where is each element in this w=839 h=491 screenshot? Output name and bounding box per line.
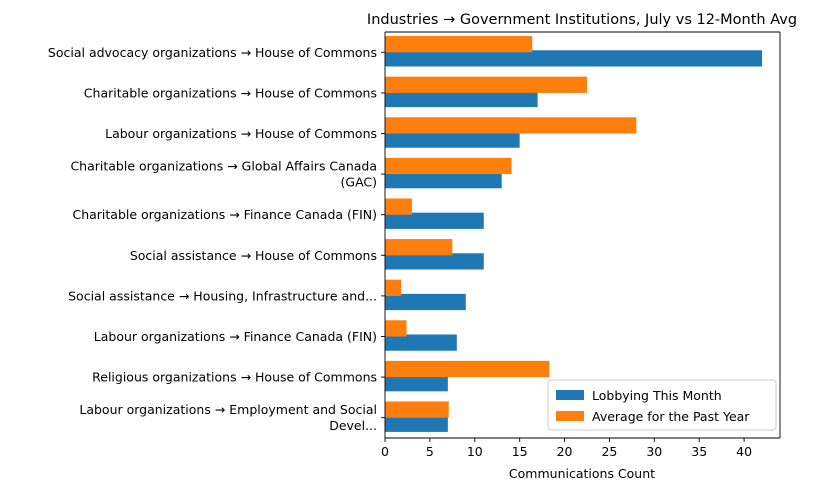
- y-category-label: Religious organizations → House of Commo…: [92, 370, 377, 385]
- y-category-label: Charitable organizations → Global Affair…: [70, 159, 377, 174]
- legend-swatch: [556, 390, 584, 400]
- x-tick-label: 25: [601, 444, 617, 459]
- x-tick-label: 0: [381, 444, 389, 459]
- legend-entry-label: Lobbying This Month: [592, 388, 722, 403]
- bar-past-year-average: [385, 198, 412, 215]
- y-category-label: Labour organizations → House of Commons: [105, 126, 377, 141]
- bar-past-year-average: [385, 279, 402, 296]
- x-axis-label: Communications Count: [509, 466, 655, 481]
- y-category-label: Charitable organizations → Finance Canad…: [72, 207, 377, 222]
- x-tick-label: 20: [557, 444, 573, 459]
- y-category-label: Social advocacy organizations → House of…: [48, 45, 377, 60]
- bar-past-year-average: [385, 401, 449, 418]
- bar-past-year-average: [385, 360, 550, 378]
- bar-past-year-average: [385, 239, 453, 256]
- bar-this-month: [385, 172, 502, 189]
- y-category-label: Social assistance → House of Commons: [130, 248, 377, 263]
- bar-past-year-average: [385, 36, 533, 53]
- y-category-label: Devel...: [329, 418, 377, 433]
- x-tick-label: 5: [426, 444, 434, 459]
- x-tick-label: 10: [467, 444, 483, 459]
- bar-past-year-average: [385, 157, 512, 175]
- chart-title: Industries → Government Institutions, Ju…: [367, 12, 797, 28]
- bar-this-month: [385, 90, 538, 108]
- y-category-label: Social assistance → Housing, Infrastruct…: [68, 288, 377, 303]
- bar-this-month: [385, 415, 448, 432]
- legend-box: [547, 379, 777, 431]
- y-category-label: (GAC): [341, 175, 378, 190]
- x-tick-label: 40: [736, 444, 752, 459]
- bar-past-year-average: [385, 76, 587, 93]
- bar-this-month: [385, 375, 448, 392]
- y-category-label: Labour organizations → Employment and So…: [79, 402, 377, 417]
- y-category-label: Labour organizations → Finance Canada (F…: [94, 329, 377, 344]
- bar-past-year-average: [385, 117, 637, 134]
- bar-this-month: [385, 334, 457, 351]
- bar-this-month: [385, 293, 466, 311]
- x-tick-label: 15: [512, 444, 528, 459]
- legend: Lobbying This Month Average for the Past …: [547, 379, 777, 431]
- x-tick-label: 35: [691, 444, 707, 459]
- bar-this-month: [385, 212, 484, 229]
- bar-this-month: [385, 50, 763, 67]
- y-category-label: Charitable organizations → House of Comm…: [84, 85, 377, 100]
- legend-swatch: [556, 411, 584, 421]
- bar-past-year-average: [385, 320, 407, 337]
- x-tick-label: 30: [646, 444, 662, 459]
- plot-area: 0 5 10 15 20 25 30 35 40 Social advocacy organiza…: [48, 31, 781, 459]
- bar-this-month: [385, 131, 520, 148]
- bar-this-month: [385, 253, 484, 270]
- legend-entry-label: Average for the Past Year: [592, 409, 750, 424]
